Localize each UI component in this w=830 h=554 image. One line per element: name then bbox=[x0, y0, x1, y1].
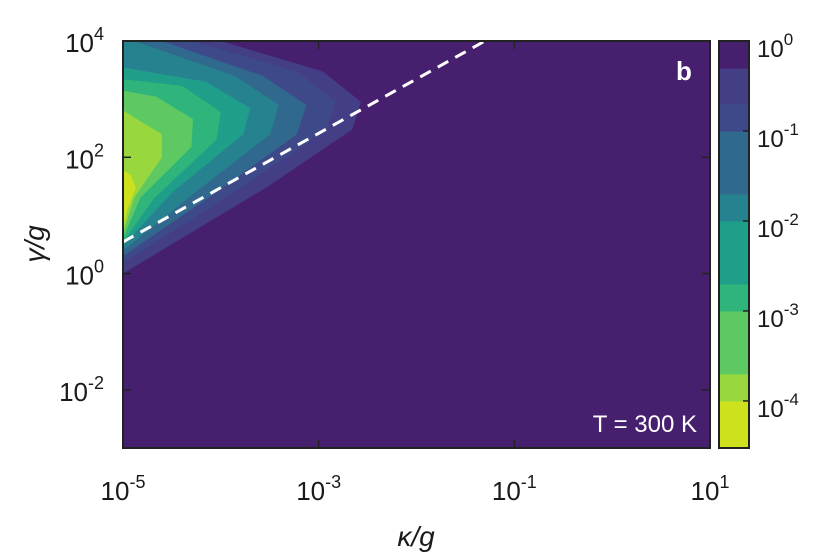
colorbar-tick-label-4: 10-4 bbox=[757, 390, 799, 423]
y-axis-ticks: 104 102 100 10-2 bbox=[59, 24, 710, 407]
colorbar-ticks: 100 10-1 10-2 10-3 10-4 bbox=[743, 30, 799, 423]
temperature-annotation: T = 300 K bbox=[593, 411, 697, 438]
colorbar-tick-label-0: 100 bbox=[757, 30, 793, 63]
colorbar-segment-8 bbox=[719, 68, 749, 105]
colorbar-segment-6 bbox=[719, 131, 749, 195]
colorbar-segment-2 bbox=[719, 311, 749, 375]
x-tick-label-2: 10-1 bbox=[492, 472, 537, 506]
x-axis-title: κ/g bbox=[397, 521, 435, 552]
y-axis-title: γ/g bbox=[19, 225, 50, 263]
plot-frame bbox=[122, 40, 711, 449]
colorbar-segment-5 bbox=[719, 193, 749, 222]
x-axis-ticks: 10-5 10-3 10-1 101 bbox=[101, 41, 730, 506]
colorbar-frame bbox=[718, 40, 750, 449]
colorbar-segment-4 bbox=[719, 221, 749, 285]
dashed-reference-line bbox=[123, 41, 486, 244]
contour-region-7 bbox=[123, 110, 162, 233]
x-tick-label-0: 10-5 bbox=[101, 472, 146, 506]
x-tick-label-3: 101 bbox=[691, 472, 730, 506]
y-tick-label-0: 104 bbox=[65, 24, 104, 58]
colorbar-segment-3 bbox=[719, 283, 749, 312]
colorbar-tick-label-2: 10-2 bbox=[757, 210, 799, 243]
colorbar-tick-label-3: 10-3 bbox=[757, 300, 799, 333]
colorbar bbox=[719, 41, 749, 449]
colorbar-segment-9 bbox=[719, 41, 749, 69]
colorbar-segment-0 bbox=[719, 400, 749, 449]
y-tick-label-3: 10-2 bbox=[59, 373, 104, 407]
colorbar-tick-label-1: 10-1 bbox=[757, 120, 799, 153]
colorbar-segment-7 bbox=[719, 103, 749, 132]
y-tick-label-2: 100 bbox=[65, 257, 104, 291]
x-tick-label-1: 10-3 bbox=[296, 472, 341, 506]
y-tick-label-1: 102 bbox=[65, 140, 104, 174]
colorbar-segment-1 bbox=[719, 373, 749, 402]
panel-label: b bbox=[676, 56, 692, 86]
contour-region-8 bbox=[123, 170, 136, 229]
contour-regions bbox=[123, 41, 361, 274]
